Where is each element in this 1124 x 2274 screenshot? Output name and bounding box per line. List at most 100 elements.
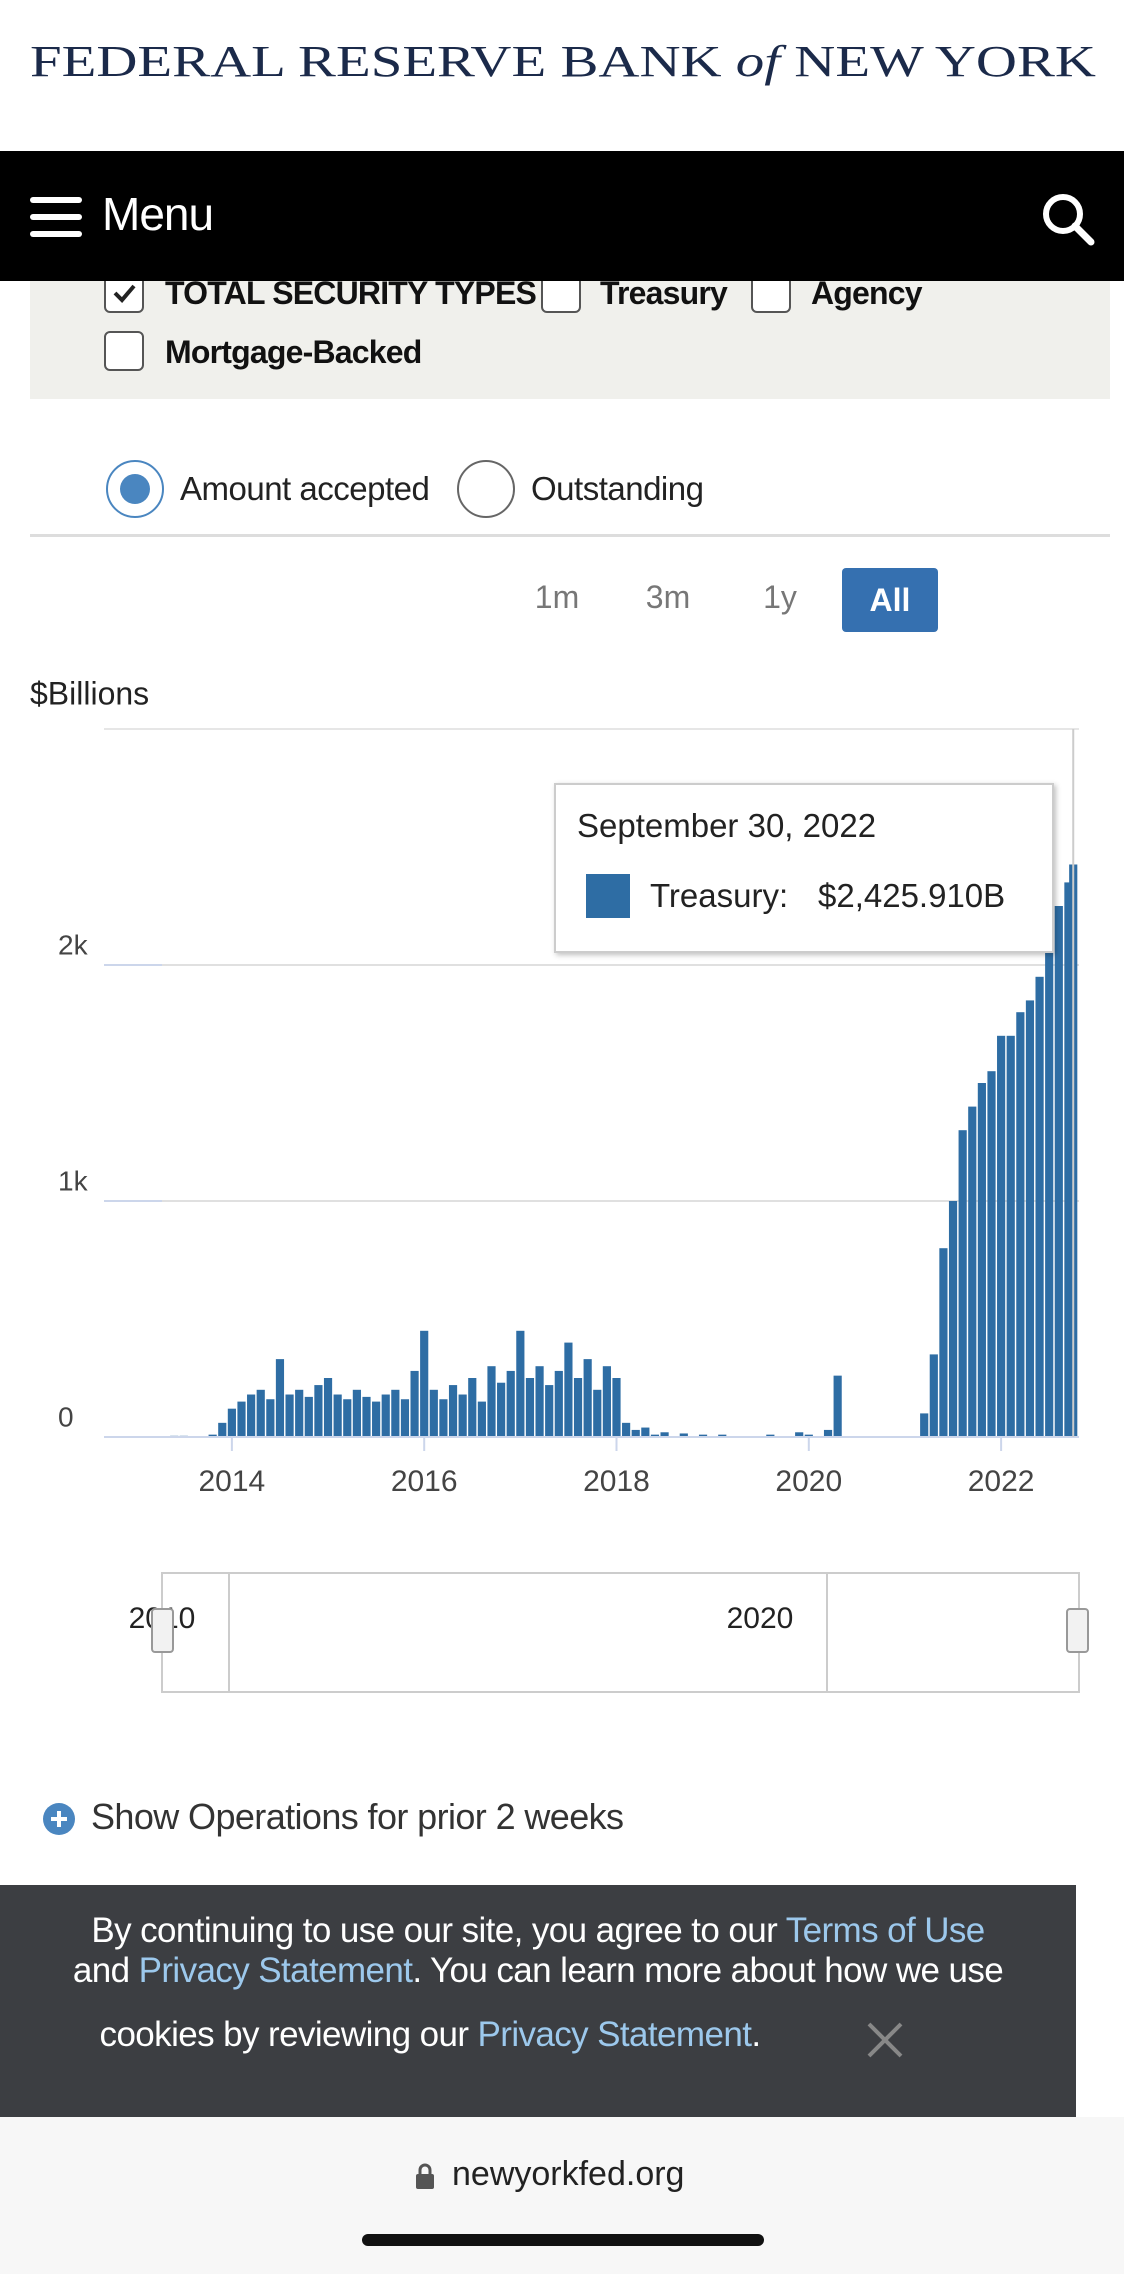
bar — [948, 1201, 958, 1437]
bar — [554, 1370, 563, 1437]
menu-icon[interactable] — [30, 197, 82, 237]
bar — [420, 1330, 429, 1437]
bar — [410, 1370, 419, 1437]
bar — [275, 1359, 285, 1437]
check-mark — [113, 284, 136, 303]
range-button[interactable]: 1y — [763, 579, 797, 615]
bar — [391, 1389, 400, 1437]
search-icon[interactable] — [1040, 191, 1096, 247]
bar — [602, 1366, 611, 1437]
y-tick-label: 2k — [58, 929, 89, 960]
bar — [987, 1071, 996, 1437]
bar — [314, 1385, 323, 1437]
checkbox-label[interactable]: Agency — [811, 275, 923, 311]
y-axis-title: $Billions — [30, 675, 149, 711]
bar — [516, 1330, 525, 1437]
bar — [920, 1413, 929, 1437]
bar — [929, 1354, 938, 1437]
x-tick-label: 2022 — [968, 1465, 1035, 1498]
y-tick-label: 0 — [58, 1401, 74, 1432]
bar — [593, 1389, 602, 1437]
bar — [487, 1366, 496, 1437]
bar — [439, 1399, 448, 1437]
home-indicator — [362, 2234, 764, 2246]
show-operations[interactable]: Show Operations for prior 2 weeks — [91, 1796, 624, 1837]
tooltip-title: September 30, 2022 — [577, 807, 877, 844]
menu-label[interactable]: Menu — [102, 188, 214, 240]
cookie-link[interactable]: Privacy Statement — [138, 1951, 413, 1990]
bar — [227, 1408, 236, 1437]
divider — [30, 534, 1110, 537]
bar — [545, 1385, 554, 1437]
bar — [333, 1394, 342, 1437]
bar — [1035, 976, 1044, 1437]
bar — [583, 1359, 592, 1437]
radio[interactable] — [106, 460, 164, 518]
bar — [1054, 906, 1063, 1437]
checkbox-label[interactable]: Mortgage-Backed — [165, 334, 422, 370]
range-button[interactable]: 1m — [534, 579, 580, 615]
close-button[interactable] — [866, 2021, 904, 2059]
cookie-text: . — [751, 2015, 761, 2054]
bar — [323, 1378, 333, 1437]
checkbox-label[interactable]: TOTAL SECURITY TYPES — [165, 275, 537, 311]
cookie-link[interactable]: Privacy Statement — [477, 2015, 752, 2054]
tooltip: September 30, 2022 Treasury: $2,425.910B — [554, 783, 1054, 953]
range-button[interactable]: All — [842, 568, 938, 632]
bar — [660, 1432, 669, 1437]
url[interactable]: newyorkfed.org — [452, 2155, 685, 2193]
bar — [766, 1434, 775, 1437]
x-tick-label: 2014 — [199, 1465, 266, 1498]
bar — [795, 1432, 804, 1437]
navigator — [161, 1572, 1080, 1693]
bar — [1045, 929, 1054, 1437]
x-tick-label: 2020 — [775, 1465, 842, 1498]
range-button[interactable]: 3m — [645, 579, 691, 615]
bar — [266, 1399, 275, 1437]
y-tick-label: 1k — [58, 1165, 89, 1196]
navigator-handle[interactable] — [1066, 1608, 1089, 1653]
bar — [612, 1378, 621, 1437]
expand-icon[interactable] — [40, 1800, 80, 1840]
x-tick-label: 2016 — [391, 1465, 458, 1498]
bar — [506, 1370, 515, 1437]
bar — [622, 1422, 631, 1437]
bar — [1025, 1000, 1035, 1437]
bar — [477, 1401, 486, 1437]
bar — [1006, 1035, 1015, 1437]
checkbox[interactable] — [104, 331, 144, 371]
cookie-text: and — [72, 1951, 130, 1990]
bar — [641, 1427, 650, 1437]
chart: $Billions 2010 2020 01k2k201420162018202… — [30, 675, 1089, 1693]
bar — [535, 1366, 544, 1437]
bar — [698, 1434, 708, 1437]
navigator-handle[interactable] — [151, 1608, 174, 1653]
x-tick-label: 2018 — [583, 1465, 650, 1498]
cookie-line: By continuing to use our site, you agree… — [0, 1911, 1076, 1951]
bar — [1016, 1012, 1025, 1437]
radio[interactable] — [457, 460, 515, 518]
bar — [285, 1394, 294, 1437]
bar — [958, 1130, 967, 1437]
bar — [247, 1394, 256, 1437]
checkbox-label[interactable]: Treasury — [600, 275, 728, 311]
bar — [362, 1396, 371, 1437]
tooltip-value: $2,425.910B — [818, 877, 1006, 914]
lock-icon — [416, 2163, 434, 2189]
bar — [997, 1035, 1006, 1437]
bar — [823, 1429, 833, 1437]
bar — [564, 1342, 573, 1437]
title-part: FEDERAL RESERVE BANK — [30, 37, 722, 86]
bar — [804, 1434, 813, 1437]
bar — [573, 1378, 583, 1437]
bar — [208, 1434, 217, 1437]
bar — [343, 1399, 352, 1437]
tooltip-swatch — [586, 874, 630, 918]
cookie-text: . You can learn more about how we use — [412, 1951, 1004, 1990]
bar — [400, 1399, 410, 1437]
bar — [833, 1375, 842, 1437]
cookie-link[interactable]: Terms of Use — [785, 1911, 986, 1950]
radio-label[interactable]: Amount accepted — [180, 470, 430, 507]
radio-label[interactable]: Outstanding — [531, 470, 704, 507]
